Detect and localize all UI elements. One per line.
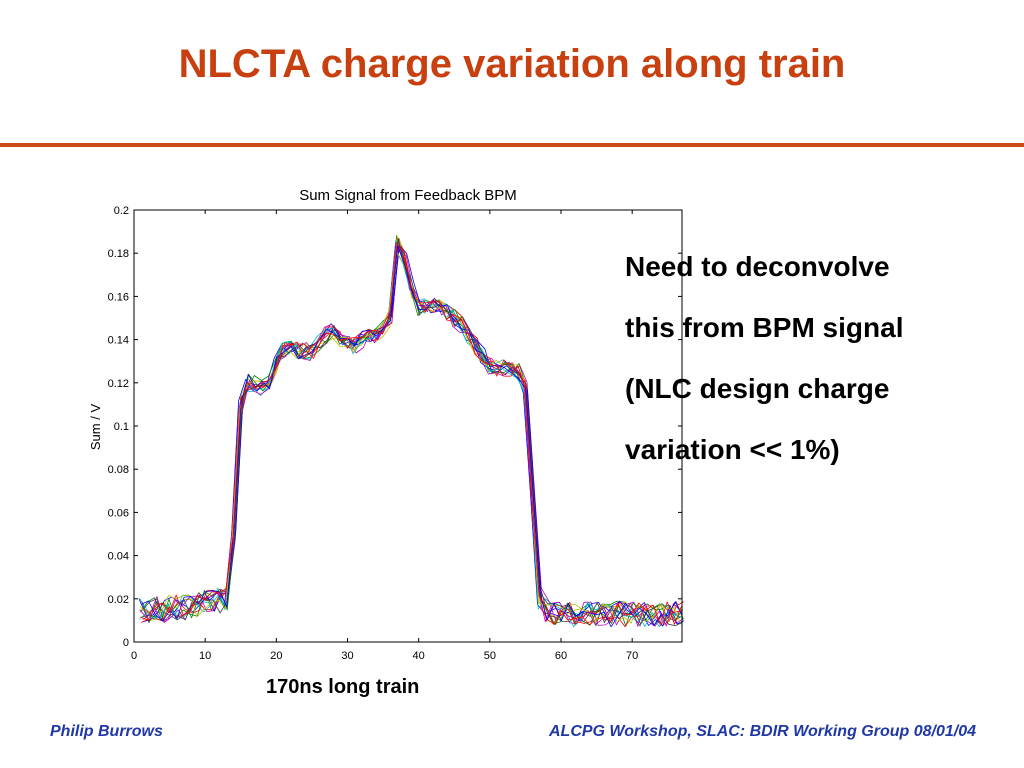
side-note-line: this from BPM signal [625,312,904,343]
x-tick-label: 30 [341,650,353,662]
series-line-11 [139,250,681,628]
y-tick-label: 0.14 [108,335,129,347]
y-tick-label: 0.1 [114,421,129,433]
y-tick-label: 0.08 [108,464,129,476]
y-tick-label: 0.06 [108,507,129,519]
series-line-12 [139,241,681,627]
series-line-13 [139,249,682,625]
x-tick-label: 70 [626,650,638,662]
side-note: Need to deconvolve this from BPM signal … [625,236,1005,480]
chart-title: Sum Signal from Feedback BPM [299,187,517,204]
series-line-16 [140,244,682,625]
y-tick-label: 0.02 [108,594,129,606]
x-tick-label: 40 [413,650,425,662]
y-tick-label: 0.12 [108,378,129,390]
y-tick-label: 0.2 [114,205,129,217]
footer-event: ALCPG Workshop, SLAC: BDIR Working Group… [548,723,976,740]
series-layer [138,235,685,628]
y-tick-label: 0.16 [108,291,129,303]
side-note-line: (NLC design charge [625,373,890,404]
slide-title: NLCTA charge variation along train [178,42,846,86]
series-line-6 [140,236,683,624]
y-tick-label: 0 [123,637,129,649]
side-note-line: Need to deconvolve [625,251,890,282]
series-line-10 [140,247,682,627]
x-tick-label: 50 [484,650,496,662]
axis-layer: 0 0.02 0.04 0.06 0.08 0.1 0.12 0.14 0.16 0.18 0.2 0… [108,205,682,662]
footer-author: Philip Burrows [50,723,163,740]
x-tick-label: 0 [131,650,137,662]
y-axis-label: Sum / V [88,404,103,451]
y-tick-label: 0.18 [108,248,129,260]
series-line-7 [142,247,684,625]
chart-caption: 170ns long train [266,676,420,698]
x-tick-label: 60 [555,650,567,662]
y-tick-label: 0.04 [108,551,129,563]
series-line-15 [141,245,683,628]
side-note-line: variation << 1%) [625,434,840,465]
series-line-8 [143,245,685,627]
series-line-4 [139,239,681,623]
title-divider [0,143,1024,147]
x-tick-label: 20 [270,650,282,662]
x-tick-label: 10 [199,650,211,662]
series-line-1 [138,245,681,622]
series-line-5 [142,246,684,627]
